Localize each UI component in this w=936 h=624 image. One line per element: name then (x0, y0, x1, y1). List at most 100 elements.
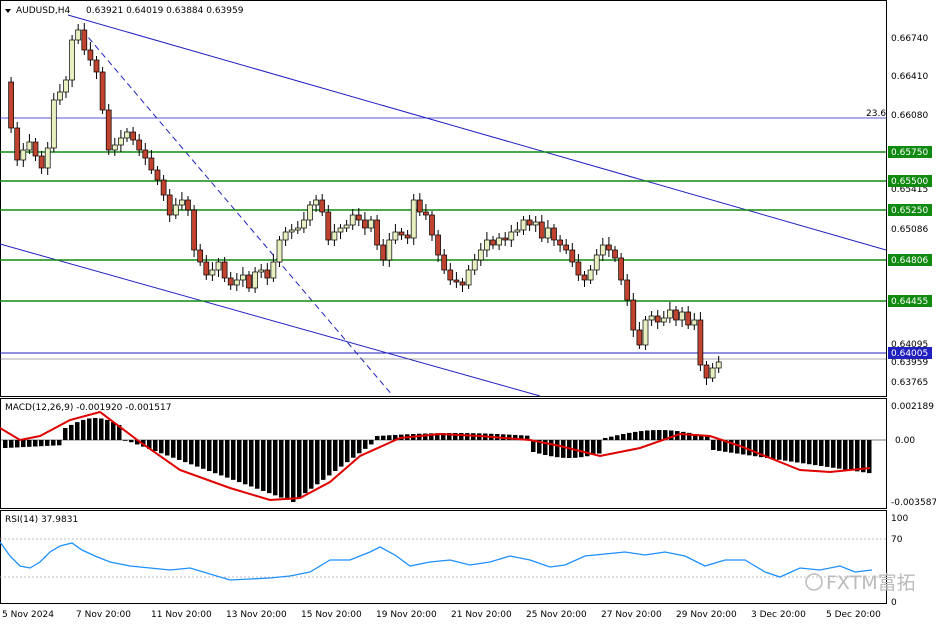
candle[interactable] (563, 244, 570, 251)
descending-channel-bottom[interactable] (0, 243, 541, 397)
macd-histogram[interactable] (3, 418, 872, 502)
candle[interactable] (642, 319, 649, 346)
candle[interactable] (240, 274, 246, 281)
candle[interactable] (429, 214, 435, 236)
dropdown-triangle-icon[interactable] (5, 9, 11, 13)
candle[interactable] (142, 149, 149, 159)
candle[interactable] (57, 91, 63, 101)
candle[interactable] (679, 311, 685, 321)
candle[interactable] (697, 319, 704, 366)
candle[interactable] (709, 367, 716, 379)
candle[interactable] (471, 259, 478, 271)
candle[interactable] (636, 329, 643, 346)
candle[interactable] (441, 254, 448, 271)
candle[interactable] (453, 279, 460, 283)
candle[interactable] (648, 315, 655, 321)
candle[interactable] (349, 214, 356, 226)
candle[interactable] (148, 157, 155, 171)
candle[interactable] (270, 261, 277, 279)
candle[interactable] (423, 211, 429, 216)
candle[interactable] (203, 261, 210, 276)
candle[interactable] (246, 274, 252, 289)
candle[interactable] (301, 219, 307, 229)
candle[interactable] (99, 71, 106, 111)
candle[interactable] (172, 204, 179, 216)
candle[interactable] (362, 219, 368, 229)
candle[interactable] (490, 239, 496, 246)
candle[interactable] (667, 309, 673, 319)
candle[interactable] (532, 221, 539, 226)
candle[interactable] (508, 231, 515, 241)
candle[interactable] (63, 79, 69, 93)
candle[interactable] (307, 204, 313, 221)
candle[interactable] (166, 194, 173, 216)
candle[interactable] (368, 219, 374, 229)
candle[interactable] (343, 224, 350, 229)
horizontal-levels[interactable] (0, 151, 886, 302)
candle[interactable] (715, 361, 722, 369)
descending-channel-top[interactable] (67, 14, 887, 251)
candle[interactable] (331, 231, 338, 241)
candle[interactable] (32, 141, 39, 157)
candle[interactable] (618, 257, 624, 281)
candle[interactable] (185, 199, 191, 211)
candle[interactable] (526, 219, 533, 226)
candle[interactable] (545, 227, 551, 239)
candle[interactable] (20, 149, 27, 161)
candle[interactable] (81, 29, 88, 51)
candle[interactable] (154, 169, 161, 181)
candle[interactable] (416, 199, 423, 213)
candle[interactable] (276, 239, 283, 263)
candle[interactable] (160, 179, 167, 196)
candle[interactable] (111, 144, 118, 151)
trendlines[interactable]: 23.6 (0, 14, 887, 397)
candle[interactable] (410, 199, 417, 239)
candle[interactable] (264, 269, 271, 279)
candle[interactable] (124, 131, 130, 139)
candle[interactable] (569, 249, 576, 263)
candle[interactable] (398, 231, 405, 236)
candle[interactable] (252, 271, 258, 289)
candle[interactable] (136, 139, 143, 151)
candle[interactable] (337, 227, 344, 233)
candle[interactable] (319, 199, 326, 213)
candle[interactable] (93, 59, 100, 73)
candle[interactable] (624, 279, 631, 301)
candle[interactable] (38, 155, 45, 169)
candle[interactable] (685, 311, 692, 326)
candle[interactable] (502, 237, 509, 241)
candle[interactable] (26, 141, 33, 151)
candle[interactable] (374, 219, 380, 246)
candle[interactable] (191, 209, 197, 251)
candle[interactable] (404, 234, 411, 239)
candle[interactable] (258, 269, 265, 273)
candle[interactable] (612, 249, 618, 259)
candle[interactable] (221, 261, 228, 279)
candle[interactable] (8, 81, 14, 129)
candle[interactable] (44, 147, 51, 169)
candle[interactable] (294, 227, 301, 231)
candle[interactable] (459, 281, 466, 286)
price-pane[interactable] (0, 0, 887, 397)
candle[interactable] (69, 39, 75, 81)
dashed-trendline[interactable] (81, 29, 394, 397)
candle[interactable] (130, 131, 136, 141)
candle[interactable] (435, 234, 441, 256)
macd-signal-line[interactable] (0, 410, 871, 502)
candle[interactable] (118, 137, 124, 146)
candle[interactable] (587, 269, 594, 281)
candle[interactable] (654, 315, 661, 323)
candle[interactable] (477, 249, 484, 261)
candle[interactable] (87, 49, 94, 61)
candle[interactable] (105, 109, 112, 151)
candle[interactable] (551, 227, 557, 241)
candle[interactable] (703, 364, 710, 379)
candle[interactable] (606, 244, 612, 251)
candle[interactable] (313, 199, 319, 206)
candle[interactable] (660, 317, 667, 323)
candle[interactable] (14, 127, 21, 161)
candle[interactable] (514, 229, 521, 233)
candle[interactable] (233, 279, 240, 286)
candle[interactable] (538, 221, 545, 239)
